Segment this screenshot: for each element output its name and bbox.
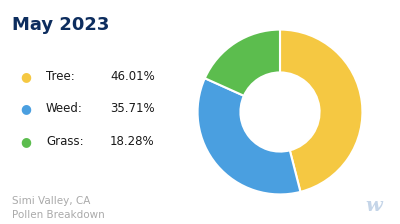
Wedge shape [205, 30, 280, 96]
Text: Tree:: Tree: [46, 70, 75, 83]
Text: 46.01%: 46.01% [110, 70, 155, 83]
Text: ●: ● [20, 135, 31, 148]
Text: Weed:: Weed: [46, 102, 83, 115]
Text: Grass:: Grass: [46, 135, 84, 148]
Wedge shape [280, 30, 362, 192]
Text: ●: ● [20, 102, 31, 115]
Text: ●: ● [20, 70, 31, 83]
Wedge shape [198, 78, 300, 194]
Text: 35.71%: 35.71% [110, 102, 155, 115]
Text: Simi Valley, CA
Pollen Breakdown: Simi Valley, CA Pollen Breakdown [12, 196, 105, 220]
Text: w: w [365, 197, 382, 215]
Text: May 2023: May 2023 [12, 16, 109, 34]
Text: 18.28%: 18.28% [110, 135, 155, 148]
